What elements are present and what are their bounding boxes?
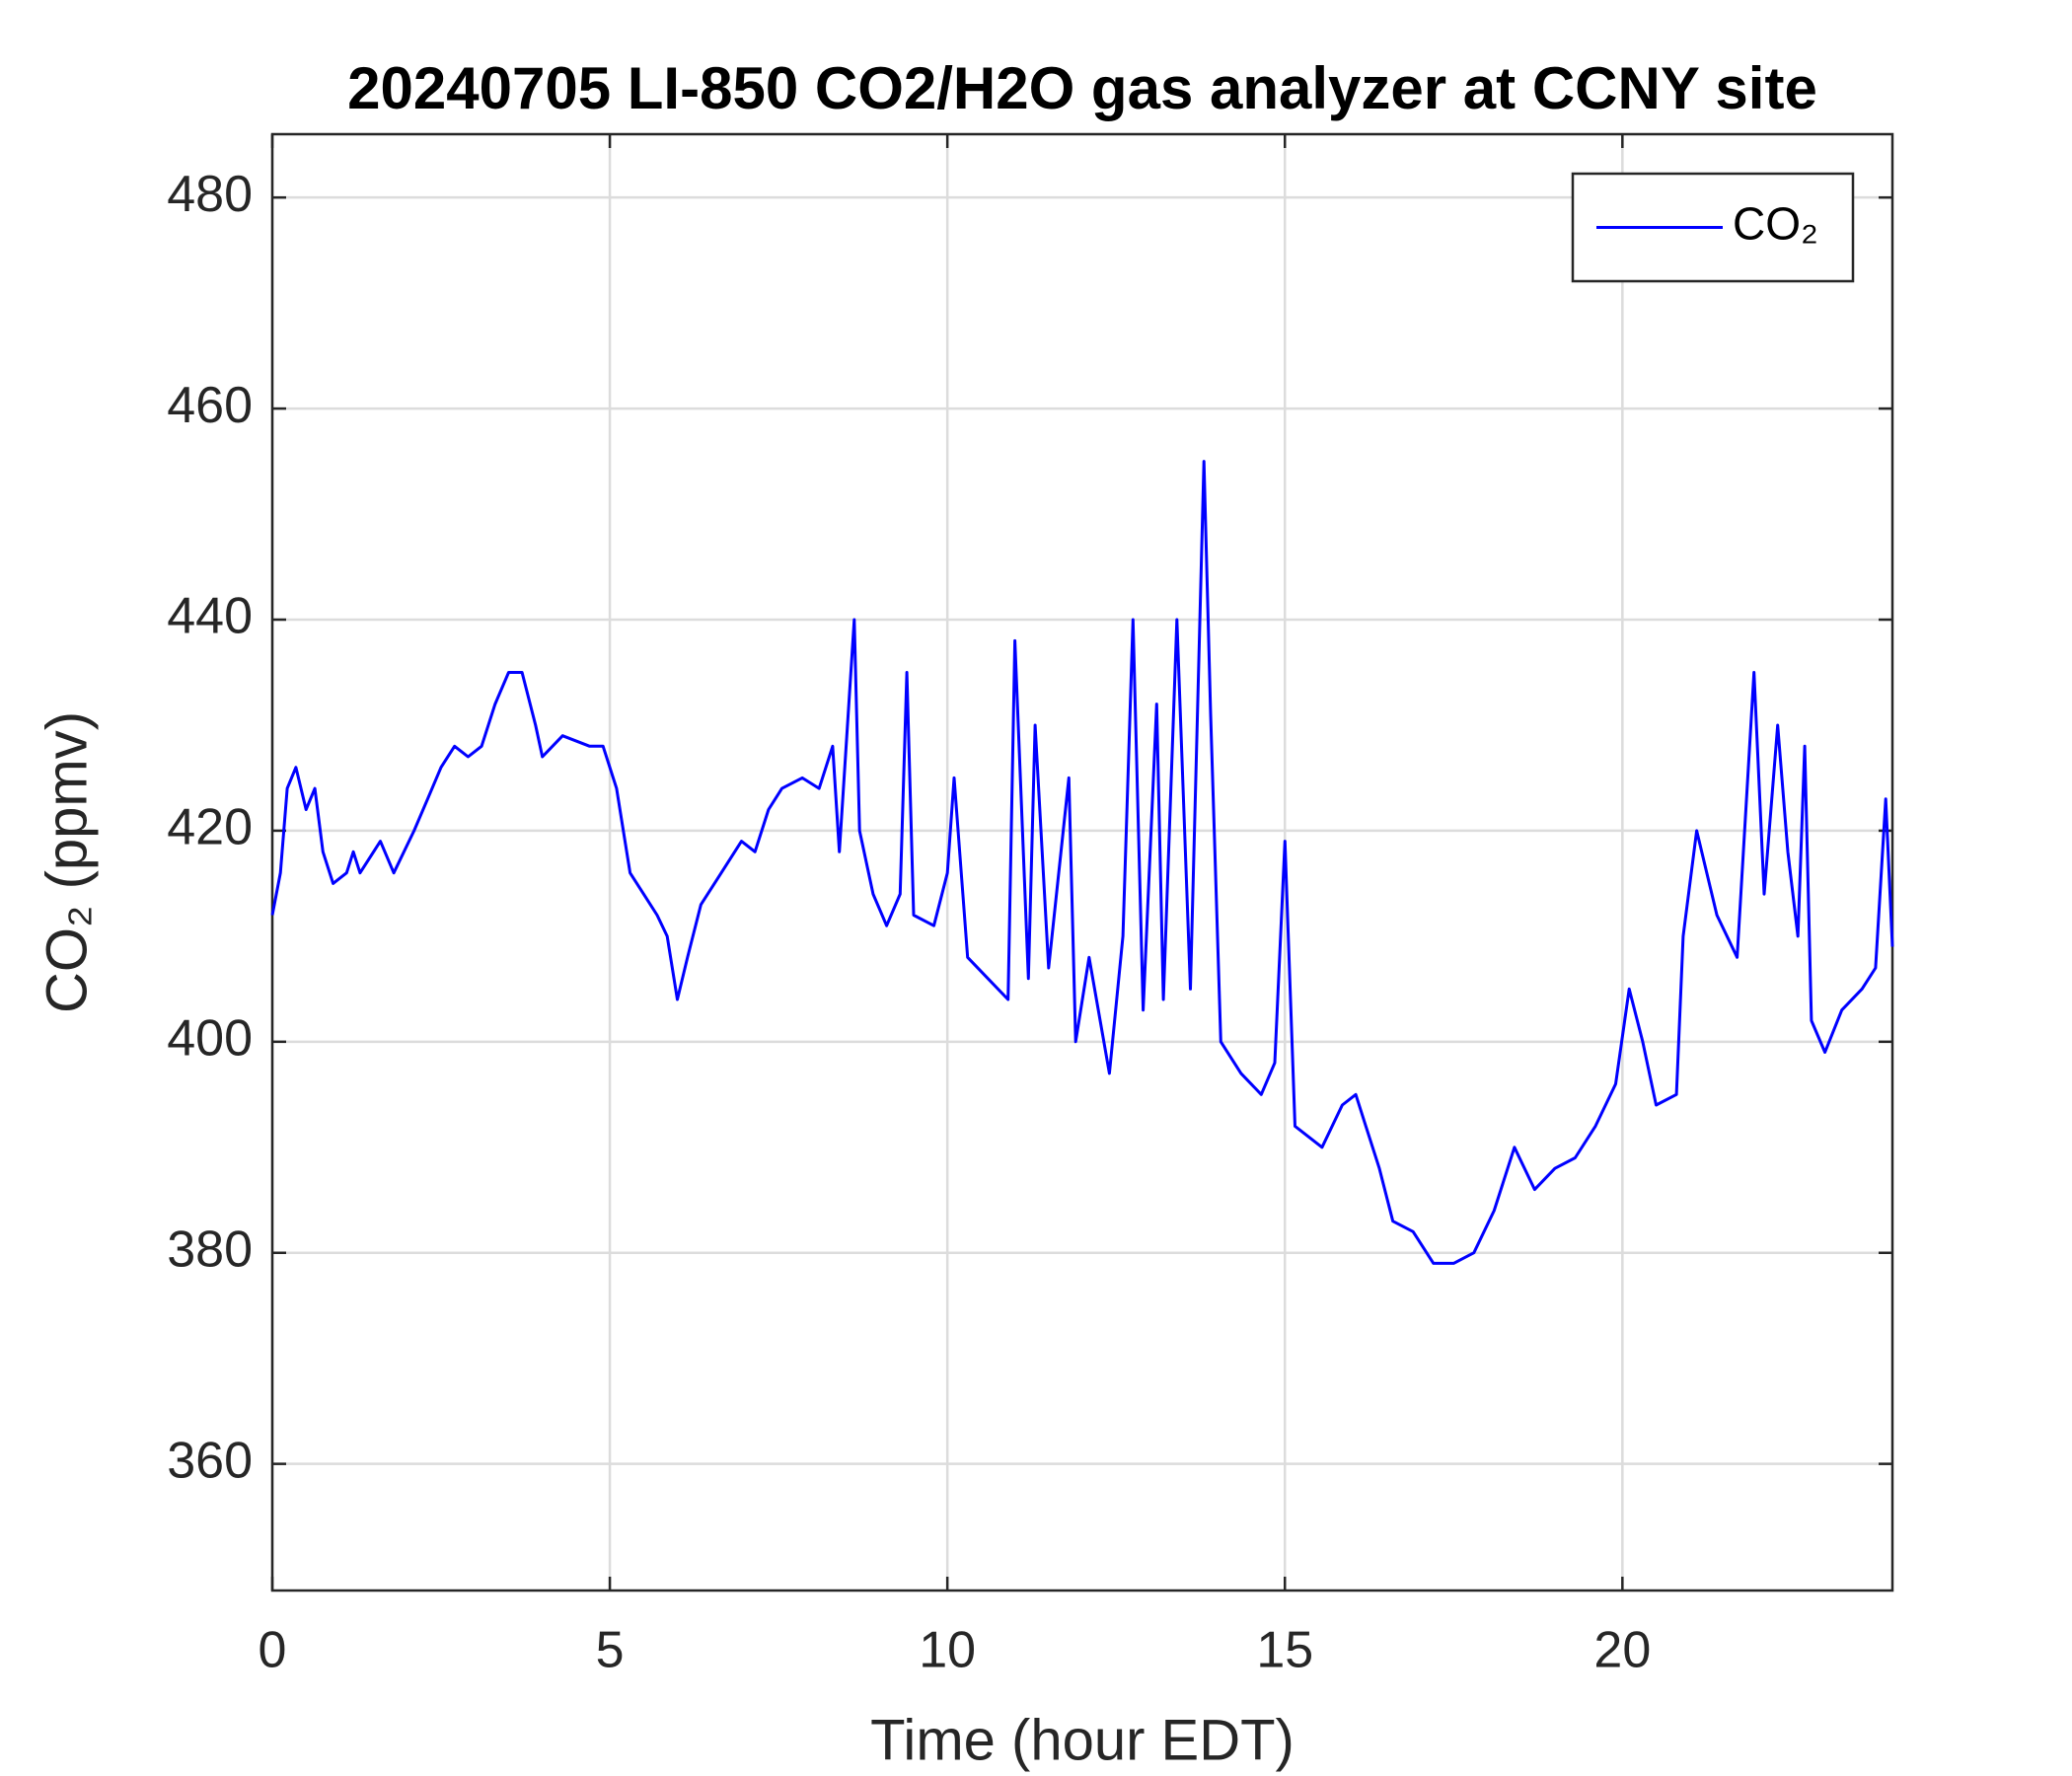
x-axis-label: Time (hour EDT): [870, 1708, 1295, 1772]
x-tick-label: 20: [1593, 1622, 1651, 1679]
y-tick-label: 460: [167, 377, 253, 434]
x-tick-label: 10: [919, 1622, 976, 1679]
legend-label: CO₂: [1733, 198, 1818, 250]
y-tick-label: 360: [167, 1432, 253, 1489]
y-tick-label: 420: [167, 799, 253, 856]
y-axis-label: CO₂ (ppmv): [35, 711, 99, 1013]
y-tick-label: 440: [167, 588, 253, 645]
chart-title: 20240705 LI-850 CO2/H2O gas analyzer at …: [347, 55, 1817, 121]
y-tick-label: 380: [167, 1221, 253, 1278]
y-tick-label: 400: [167, 1010, 253, 1068]
x-tick-label: 15: [1256, 1622, 1313, 1679]
data-line: [270, 460, 1894, 1265]
y-tick-label: 480: [167, 166, 253, 223]
x-tick-label: 5: [596, 1622, 625, 1679]
plot-frame: [270, 132, 1894, 1592]
x-tick-label: 0: [259, 1622, 287, 1679]
